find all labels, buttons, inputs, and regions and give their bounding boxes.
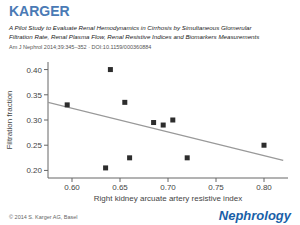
point [161,123,166,128]
point [65,102,70,107]
y-tick [44,94,48,95]
point [122,100,127,105]
y-tick [44,120,48,121]
x-tick [264,178,265,182]
x-tick-label: 0.70 [160,183,176,192]
subtitle: Filtration Rate, Renal Plasma Flow, Rena… [9,33,259,40]
point [170,118,175,123]
x-tick [120,178,121,182]
point [108,67,113,72]
x-tick-label: 0.80 [256,183,272,192]
trend-line [48,102,283,160]
x-tick-label: 0.65 [112,183,128,192]
point [151,120,156,125]
y-tick-label: 0.35 [26,91,42,100]
point [262,143,267,148]
y-tick [44,170,48,171]
annotation: © 2014 S. Karger AG, Basel [9,214,78,220]
y-tick-label: 0.40 [26,66,42,75]
x-tick-label: 0.75 [208,183,224,192]
point [127,155,132,160]
y-tick-label: 0.20 [26,166,42,175]
annotation: Nephrology [219,208,292,223]
plot-area [48,67,283,170]
annotation: Am J Nephrol 2014;39:345–352 · DOI:10.11… [9,44,151,50]
y-tick [44,69,48,70]
title: A Pilot Study to Evaluate Renal Hemodyna… [8,24,253,31]
x-tick [72,178,73,182]
y-axis-label: Filtration fraction [5,90,14,149]
axes: 0.60 0.65 0.70 0.75 0.80 0.20 0.25 0.30 0.35 0.40… [5,62,288,203]
y-tick-label: 0.30 [26,116,42,125]
x-tick-label: 0.60 [64,183,80,192]
point [185,155,190,160]
x-tick [216,178,217,182]
y-tick-label: 0.25 [26,141,42,150]
x-axis-label: Right kidney arcuate artery resistive in… [94,194,243,203]
chart: KARGER Am J Nephrol 2014;39:345–352 · DOI… [0,0,300,225]
point [103,165,108,170]
annotation: KARGER [9,3,70,19]
y-tick [44,145,48,146]
x-tick [168,178,169,182]
